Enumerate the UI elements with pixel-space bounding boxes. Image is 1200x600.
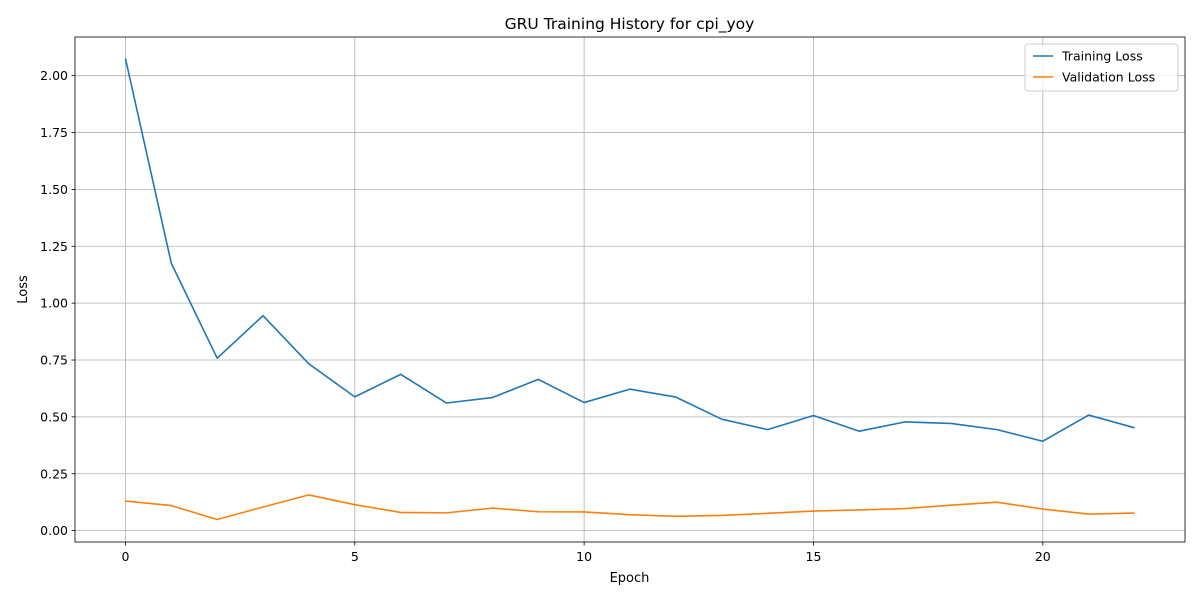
axis-ticks: 0 5 10 15 20 0.00 0.25 0.50 0.75 1.00 1.25 1.50 1.75…: [40, 68, 1051, 564]
legend: Training Loss Validation Loss: [1024, 43, 1179, 92]
y-tick-label-1: 0.25: [40, 466, 68, 481]
grid: [75, 37, 1185, 542]
x-tick-label-2: 10: [576, 549, 592, 564]
y-tick-label-3: 0.75: [40, 353, 68, 368]
y-tick-label-2: 0.50: [40, 409, 68, 424]
x-tick-label-0: 0: [121, 549, 129, 564]
plot-frame: [74, 36, 1186, 543]
x-tick-label-3: 15: [806, 549, 822, 564]
y-tick-label-7: 1.75: [40, 125, 68, 140]
legend-label-training-loss: Training Loss: [1061, 49, 1143, 64]
chart-title: GRU Training History for cpi_yoy: [505, 15, 755, 34]
legend-box: [1024, 43, 1179, 92]
y-tick-label-0: 0.00: [40, 523, 68, 538]
y-tick-label-8: 2.00: [40, 68, 68, 83]
series-lines: [124, 58, 1135, 521]
x-axis-label: Epoch: [610, 571, 650, 586]
x-tick-label-4: 20: [1035, 549, 1051, 564]
series-line-training-loss: [124, 58, 1135, 443]
y-tick-label-6: 1.50: [40, 182, 68, 197]
y-tick-label-4: 1.00: [40, 296, 68, 311]
x-tick-label-1: 5: [351, 549, 359, 564]
series-line-validation-loss: [125, 494, 1135, 521]
y-axis-label: Loss: [16, 275, 31, 304]
y-tick-label-5: 1.25: [40, 239, 68, 254]
legend-label-validation-loss: Validation Loss: [1062, 70, 1155, 85]
